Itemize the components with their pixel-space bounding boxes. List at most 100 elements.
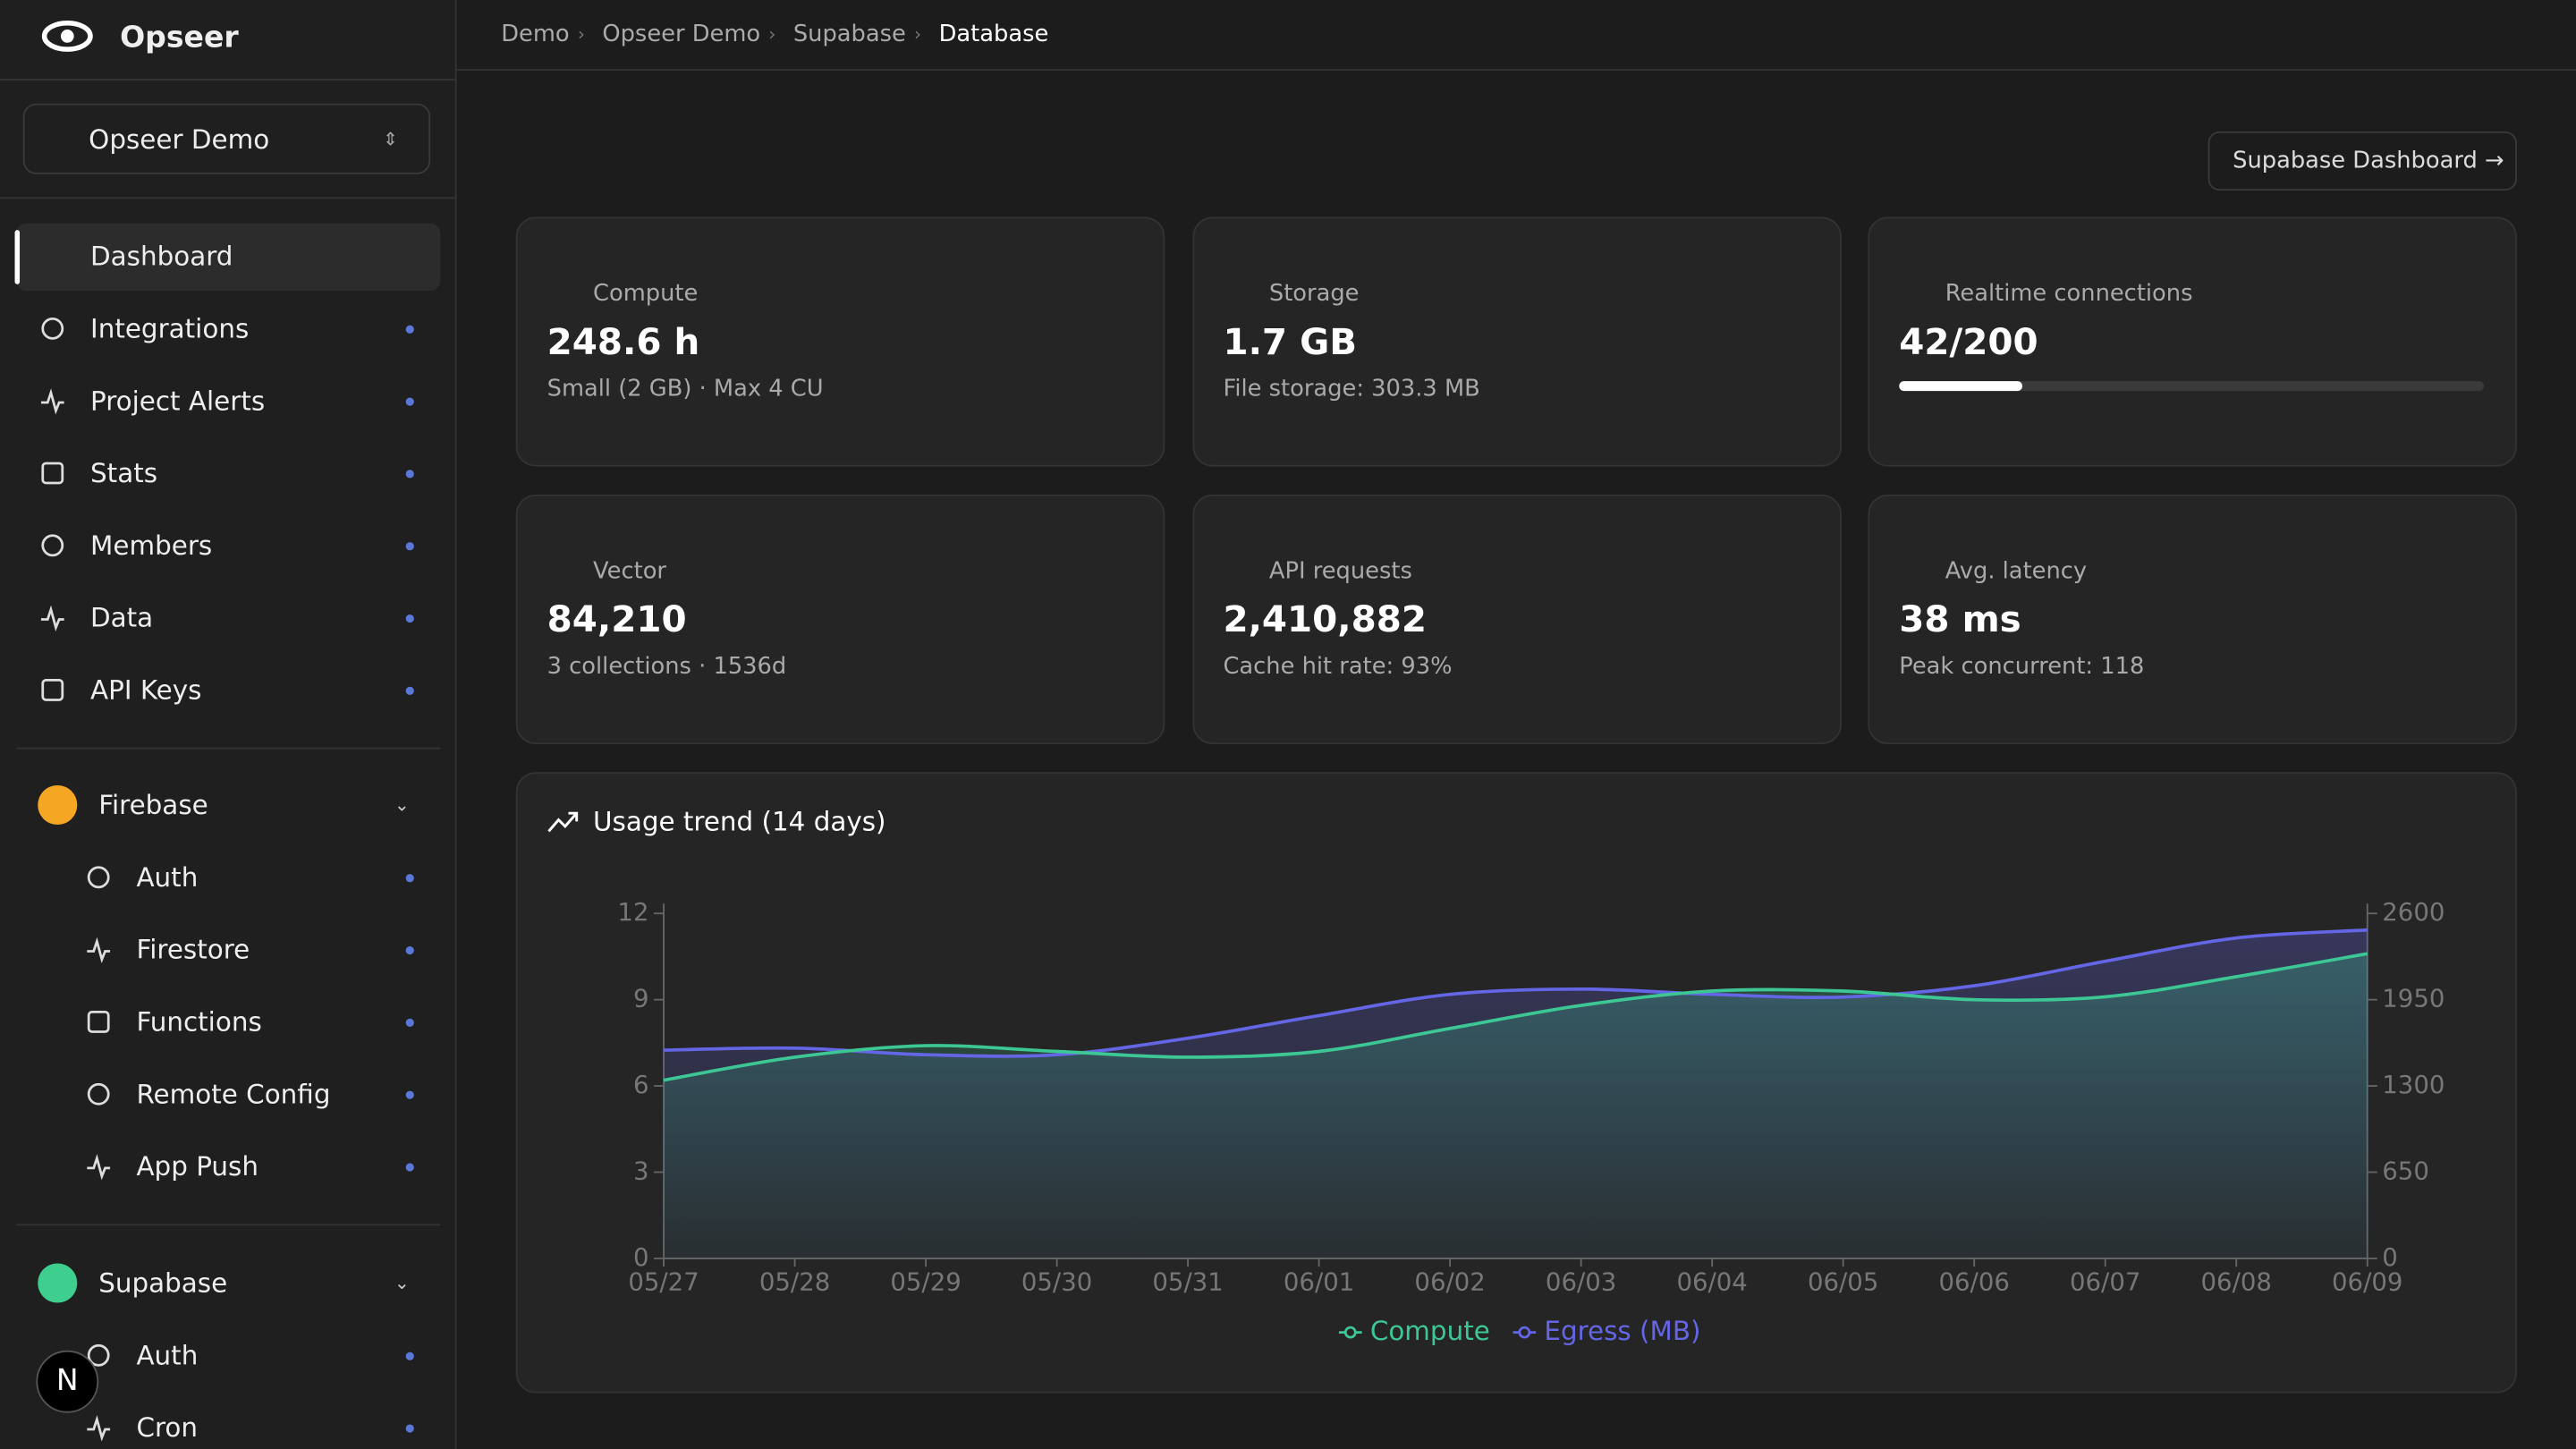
- nav-item[interactable]: Integrations: [90, 312, 250, 344]
- nav-dot: [405, 1351, 414, 1360]
- group-name[interactable]: Firebase: [98, 789, 208, 821]
- nav-dot: [405, 873, 414, 882]
- nav-item[interactable]: Members: [90, 530, 213, 562]
- nav-active-bg: [16, 223, 441, 292]
- breadcrumb-item[interactable]: Supabase: [792, 21, 906, 48]
- icon-shape: [87, 1415, 111, 1442]
- y-tick-label: 9: [633, 985, 649, 1013]
- x-tick-label: 06/06: [1938, 1267, 2009, 1296]
- nav-item[interactable]: Firestore: [136, 934, 250, 966]
- nav-item[interactable]: Project Alerts: [90, 385, 266, 417]
- stat-card: [1868, 216, 2517, 467]
- nav-dot: [405, 1017, 414, 1027]
- stat-sub: Small (2 GB) · Max 4 CU: [547, 376, 824, 403]
- project-selector[interactable]: [22, 103, 431, 174]
- icon-shape: [87, 1011, 110, 1033]
- x-tick-label: 05/31: [1152, 1267, 1223, 1296]
- icon: [87, 1082, 110, 1106]
- nav-dot: [405, 1162, 414, 1171]
- y2-tick-label: 650: [2382, 1157, 2429, 1186]
- stat-label: API requests: [1268, 558, 1412, 585]
- stat-card: [1868, 494, 2517, 745]
- nav-item[interactable]: Dashboard: [90, 241, 233, 272]
- nav-item[interactable]: Functions: [136, 1006, 262, 1038]
- stat-label: Vector: [593, 558, 667, 585]
- icon: [40, 605, 64, 631]
- nav-dot: [405, 685, 414, 695]
- x-tick-label: 06/09: [2332, 1267, 2402, 1296]
- nav-dot: [405, 614, 414, 623]
- stat-sub: Cache hit rate: 93%: [1223, 654, 1453, 681]
- stat-value: 42/200: [1899, 322, 2038, 364]
- x-tick-label: 06/03: [1546, 1267, 1616, 1296]
- icon: [40, 388, 64, 415]
- x-tick-label: 06/05: [1808, 1267, 1878, 1296]
- chart-icon: [547, 811, 579, 833]
- nav-dot: [405, 945, 414, 954]
- nav-dot: [405, 469, 414, 478]
- breadcrumb-item[interactable]: Opseer Demo: [602, 21, 761, 48]
- breadcrumb-sep: ›: [914, 23, 922, 46]
- stat-value: 2,410,882: [1223, 600, 1427, 642]
- x-tick-label: 06/04: [1676, 1267, 1747, 1296]
- button[interactable]: [2207, 131, 2517, 191]
- x-tick-label: 05/27: [628, 1267, 699, 1296]
- chevrons: ⇕: [382, 129, 398, 151]
- stat-value: 1.7 GB: [1223, 322, 1358, 364]
- group-name[interactable]: Supabase: [98, 1267, 228, 1299]
- y-tick-label: 0: [633, 1243, 649, 1272]
- stat-card: [1191, 216, 1842, 467]
- legend-label: Egress (MB): [1544, 1316, 1700, 1346]
- nav-dot: [405, 1089, 414, 1098]
- stat-label: Storage: [1268, 281, 1360, 308]
- legend-swatch: [1343, 1326, 1357, 1339]
- stat-value: 84,210: [547, 600, 687, 642]
- icon: [41, 679, 64, 701]
- group-chevron: ⌄: [394, 1272, 410, 1294]
- icon: [87, 1343, 110, 1367]
- x-tick-label: 05/30: [1021, 1267, 1092, 1296]
- icon-shape: [41, 317, 64, 340]
- series-line: [663, 952, 2368, 1082]
- icon-shape: [41, 534, 64, 557]
- stat-value: 248.6 h: [547, 322, 700, 364]
- icon-shape: [87, 1082, 110, 1106]
- x-tick-label: 05/28: [759, 1267, 830, 1296]
- y2-tick-label: 2600: [2382, 898, 2445, 927]
- progress-track: [1899, 381, 2485, 392]
- nav-dot: [405, 1423, 414, 1432]
- nav-item[interactable]: Auth: [136, 861, 199, 894]
- legend-swatch: [1518, 1326, 1531, 1339]
- nav-dot: [405, 396, 414, 405]
- nav-item[interactable]: App Push: [136, 1150, 258, 1182]
- nav-item[interactable]: Remote Config: [136, 1078, 331, 1110]
- group-chevron: ⌄: [394, 794, 410, 816]
- nav-dot: [405, 541, 414, 550]
- avatar[interactable]: N: [36, 1350, 99, 1413]
- icon: [41, 317, 64, 340]
- progress-bar: [1899, 381, 2022, 392]
- x-tick-label: 06/01: [1284, 1267, 1354, 1296]
- nav-item[interactable]: Data: [90, 602, 154, 634]
- icon-shape: [40, 605, 64, 631]
- nav-item[interactable]: Auth: [136, 1339, 199, 1371]
- stat-sub: 3 collections · 1536d: [547, 654, 787, 681]
- x-tick-label: 05/29: [890, 1267, 961, 1296]
- stat-label: Compute: [593, 281, 699, 308]
- breadcrumb-item[interactable]: Demo: [501, 21, 570, 48]
- breadcrumb-sep: ›: [768, 23, 776, 46]
- stat-sub: File storage: 303.3 MB: [1223, 376, 1480, 403]
- icon-shape: [41, 462, 64, 485]
- x-tick-label: 06/07: [2070, 1267, 2140, 1296]
- nav-item[interactable]: Cron: [136, 1411, 199, 1444]
- nav-active-bar: [14, 230, 21, 284]
- divider: [16, 1224, 441, 1226]
- breadcrumb-item: Database: [938, 21, 1049, 48]
- stat-value: 38 ms: [1899, 600, 2021, 642]
- icon-shape: [87, 936, 111, 963]
- y-tick-label: 6: [633, 1071, 649, 1099]
- group-icon: [38, 784, 78, 826]
- nav-item[interactable]: Stats: [90, 457, 158, 489]
- nav-item[interactable]: API Keys: [90, 674, 202, 706]
